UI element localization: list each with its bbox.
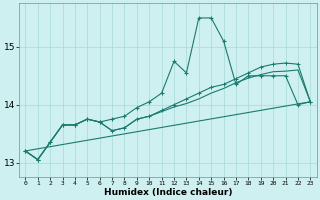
X-axis label: Humidex (Indice chaleur): Humidex (Indice chaleur) [104,188,232,197]
